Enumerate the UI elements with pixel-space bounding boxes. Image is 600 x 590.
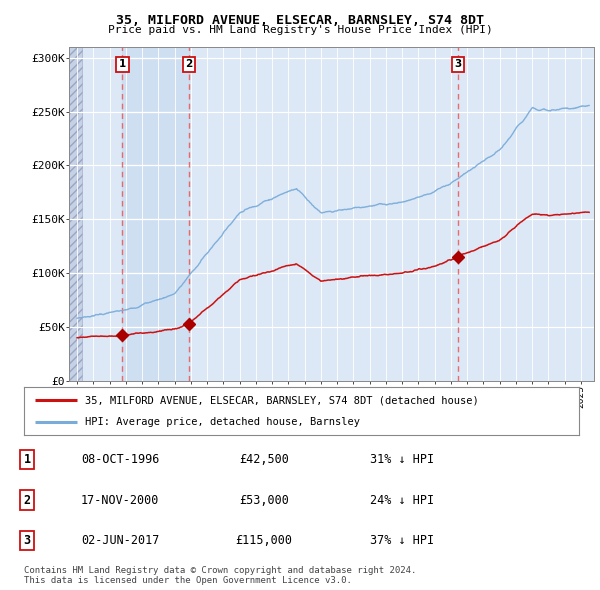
Text: 3: 3 <box>454 60 461 70</box>
Text: £42,500: £42,500 <box>239 453 289 466</box>
Text: 02-JUN-2017: 02-JUN-2017 <box>81 534 159 547</box>
Text: 1: 1 <box>23 453 31 466</box>
Text: £53,000: £53,000 <box>239 493 289 507</box>
Text: Contains HM Land Registry data © Crown copyright and database right 2024.
This d: Contains HM Land Registry data © Crown c… <box>24 566 416 585</box>
Text: 35, MILFORD AVENUE, ELSECAR, BARNSLEY, S74 8DT: 35, MILFORD AVENUE, ELSECAR, BARNSLEY, S… <box>116 14 484 27</box>
Text: 08-OCT-1996: 08-OCT-1996 <box>81 453 159 466</box>
Text: £115,000: £115,000 <box>235 534 293 547</box>
Text: 37% ↓ HPI: 37% ↓ HPI <box>370 534 434 547</box>
Text: 31% ↓ HPI: 31% ↓ HPI <box>370 453 434 466</box>
Text: 24% ↓ HPI: 24% ↓ HPI <box>370 493 434 507</box>
Text: 2: 2 <box>23 493 31 507</box>
Text: Price paid vs. HM Land Registry's House Price Index (HPI): Price paid vs. HM Land Registry's House … <box>107 25 493 35</box>
Text: HPI: Average price, detached house, Barnsley: HPI: Average price, detached house, Barn… <box>85 417 360 427</box>
Text: 17-NOV-2000: 17-NOV-2000 <box>81 493 159 507</box>
Bar <box>122 47 189 381</box>
Text: 3: 3 <box>23 534 31 547</box>
Text: 35, MILFORD AVENUE, ELSECAR, BARNSLEY, S74 8DT (detached house): 35, MILFORD AVENUE, ELSECAR, BARNSLEY, S… <box>85 395 479 405</box>
Text: 2: 2 <box>185 60 193 70</box>
Polygon shape <box>69 47 82 381</box>
Text: 1: 1 <box>119 60 126 70</box>
